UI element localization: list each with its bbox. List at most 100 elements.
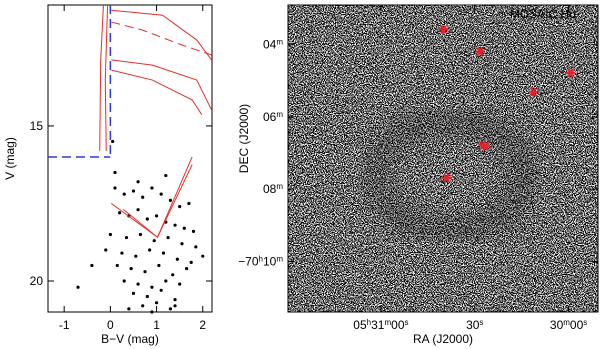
tick-label-part: 30: [466, 318, 480, 332]
point: [175, 257, 179, 261]
point: [171, 273, 175, 277]
x-tick-label: 1: [153, 318, 160, 332]
star-marker: [438, 25, 448, 35]
point: [131, 189, 136, 193]
point: [157, 263, 161, 268]
tick-label-sup: s: [479, 318, 483, 327]
point: [136, 180, 140, 184]
line: [111, 69, 203, 116]
tick-label-part: −70: [238, 254, 259, 268]
point: [178, 282, 182, 286]
point: [122, 279, 126, 283]
x-axis-label: RA (J2000): [413, 332, 473, 346]
point: [173, 297, 177, 302]
point: [150, 310, 154, 314]
star-marker: [442, 173, 452, 183]
line: [111, 9, 212, 61]
point: [159, 192, 163, 196]
y-tick-label: −70h10m: [238, 254, 283, 269]
point: [127, 307, 131, 311]
point: [178, 204, 182, 209]
y-tick-label: 06m: [263, 109, 283, 124]
point: [118, 211, 122, 215]
point: [143, 270, 147, 274]
tick-label-part: 05: [353, 318, 367, 332]
point: [136, 208, 140, 212]
tick-label-sup: h: [259, 254, 263, 263]
point: [152, 239, 156, 243]
point: [76, 285, 80, 289]
point: [159, 288, 163, 292]
point: [136, 282, 140, 286]
point: [150, 186, 154, 190]
line: [111, 59, 212, 111]
tick-label-sup: m: [276, 37, 283, 46]
point: [134, 254, 138, 258]
point: [180, 242, 184, 246]
tick-label-sup: m: [276, 254, 283, 263]
point: [164, 173, 168, 178]
point: [141, 304, 145, 308]
point: [166, 235, 170, 240]
y-tick-label: 20: [30, 274, 44, 288]
point: [108, 232, 112, 237]
point: [154, 214, 159, 218]
cmd-frame: [47, 4, 213, 313]
image-frame: [287, 4, 599, 313]
point: [141, 195, 145, 199]
point: [173, 304, 177, 308]
point: [189, 260, 193, 264]
tick-label-part: 31: [371, 318, 385, 332]
point: [111, 139, 115, 144]
tick-label-part: 00: [391, 318, 405, 332]
y-tick-label: 15: [30, 119, 44, 133]
x-tick-label: 05h31m00s: [353, 318, 408, 333]
tick-label-part: 00: [570, 318, 584, 332]
x-tick-label: -1: [59, 318, 70, 332]
tick-label-part: 30: [550, 318, 564, 332]
point: [168, 198, 173, 202]
x-tick-label: 30s: [466, 318, 483, 333]
tick-label-sup: s: [405, 318, 409, 327]
star-marker: [528, 87, 538, 97]
star-marker: [475, 47, 485, 57]
point: [113, 170, 117, 175]
tick-label-sup: m: [384, 318, 391, 327]
point: [154, 301, 159, 305]
point: [131, 291, 136, 295]
tick-label-part: 10: [263, 254, 277, 268]
star-marker: [565, 68, 575, 78]
tick-label-sup: m: [276, 182, 283, 191]
y-axis-label: V (mag): [3, 137, 17, 180]
tick-label-part: 08: [263, 182, 277, 196]
point: [161, 251, 166, 255]
point: [168, 307, 173, 311]
line: [104, 4, 109, 151]
point: [138, 232, 142, 237]
point: [187, 201, 191, 206]
point: [148, 248, 152, 252]
point: [182, 226, 186, 230]
x-tick-label: 0: [107, 318, 114, 332]
point: [194, 245, 198, 249]
tick-label-sup: m: [276, 109, 283, 118]
point: [201, 254, 205, 258]
x-axis-label: B−V (mag): [101, 332, 159, 346]
x-tick-label: 2: [199, 318, 206, 332]
point: [173, 223, 177, 227]
y-tick-label: 08m: [263, 182, 283, 197]
y-tick-label: 04m: [263, 37, 283, 52]
point: [104, 248, 108, 252]
line: [122, 164, 193, 239]
point: [129, 266, 133, 271]
point: [113, 186, 117, 190]
point: [184, 266, 189, 271]
point: [145, 217, 149, 221]
point: [124, 235, 129, 240]
x-tick-label: 30m00s: [550, 318, 587, 333]
tick-label-sup: s: [583, 318, 587, 327]
tick-label-part: 04: [263, 38, 277, 52]
star-marker: [478, 140, 488, 150]
image-background: [288, 5, 598, 312]
